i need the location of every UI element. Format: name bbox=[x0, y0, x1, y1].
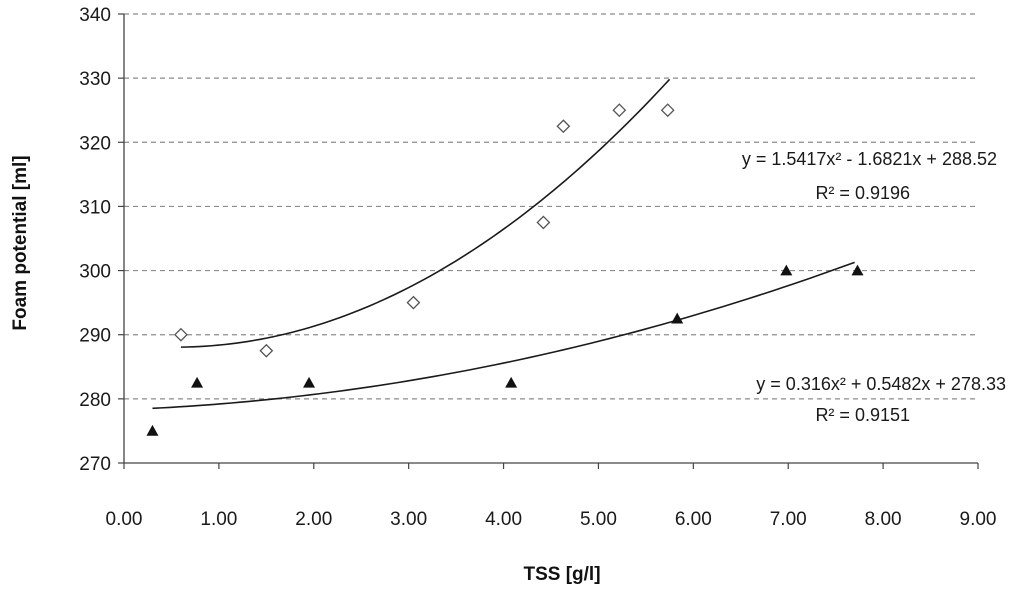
labels: TSS [g/l] Foam potential [ml] y = 1.5417… bbox=[10, 149, 1006, 585]
x-tick-label: 5.00 bbox=[580, 509, 617, 530]
data-point-diamond bbox=[174, 327, 188, 342]
y-tick-label: 290 bbox=[79, 326, 111, 347]
trendlines bbox=[152, 78, 855, 410]
data-point-diamond bbox=[259, 343, 274, 358]
y-tick-label: 270 bbox=[79, 454, 111, 475]
data-point-diamond bbox=[660, 103, 675, 118]
data-point-triangle bbox=[505, 376, 518, 388]
y-tick-label: 310 bbox=[79, 197, 111, 218]
x-tick-label: 0.00 bbox=[106, 509, 143, 530]
y-tick-label: 300 bbox=[79, 262, 111, 283]
data-point-diamond bbox=[406, 295, 421, 310]
x-tick-label: 4.00 bbox=[485, 509, 522, 530]
data-point-diamond bbox=[612, 103, 627, 118]
trendline-1-r2: R² = 0.9196 bbox=[815, 183, 910, 203]
x-tick-label: 7.00 bbox=[770, 509, 807, 530]
y-tick-label: 320 bbox=[79, 133, 111, 154]
data-point-triangle bbox=[851, 264, 864, 276]
x-tick-label: 6.00 bbox=[675, 509, 712, 530]
axes: 270 280 290 300 310 320 330 340 0.00 1.00 2.00 3.00… bbox=[79, 5, 996, 530]
x-tick-label: 8.00 bbox=[865, 509, 902, 530]
data-point-triangle bbox=[671, 312, 684, 324]
trendline-2-equation: y = 0.316x² + 0.5482x + 278.33 bbox=[756, 374, 1006, 394]
x-tick-label: 2.00 bbox=[295, 509, 332, 530]
y-tick-label: 330 bbox=[79, 69, 111, 90]
y-tick-label: 340 bbox=[79, 5, 111, 26]
y-tick-label: 280 bbox=[79, 390, 111, 411]
data-point-diamond bbox=[556, 119, 571, 134]
data-point-triangle bbox=[780, 264, 793, 276]
trendline-2 bbox=[152, 261, 855, 410]
x-tick-label: 3.00 bbox=[390, 509, 427, 530]
x-tick-label: 9.00 bbox=[960, 509, 997, 530]
data-points bbox=[146, 103, 864, 436]
x-tick-label: 1.00 bbox=[200, 509, 237, 530]
trendline-1-equation: y = 1.5417x² - 1.6821x + 288.52 bbox=[742, 149, 997, 169]
grid bbox=[124, 13, 978, 400]
x-axis-title: TSS [g/l] bbox=[523, 564, 600, 585]
y-axis-title: Foam potential [ml] bbox=[10, 155, 31, 330]
data-point-triangle bbox=[191, 376, 204, 388]
trendline-2-r2: R² = 0.9151 bbox=[815, 405, 910, 425]
data-point-diamond bbox=[536, 215, 551, 230]
data-point-triangle bbox=[303, 376, 316, 388]
trendline-1 bbox=[180, 78, 671, 348]
data-point-triangle bbox=[146, 424, 159, 436]
